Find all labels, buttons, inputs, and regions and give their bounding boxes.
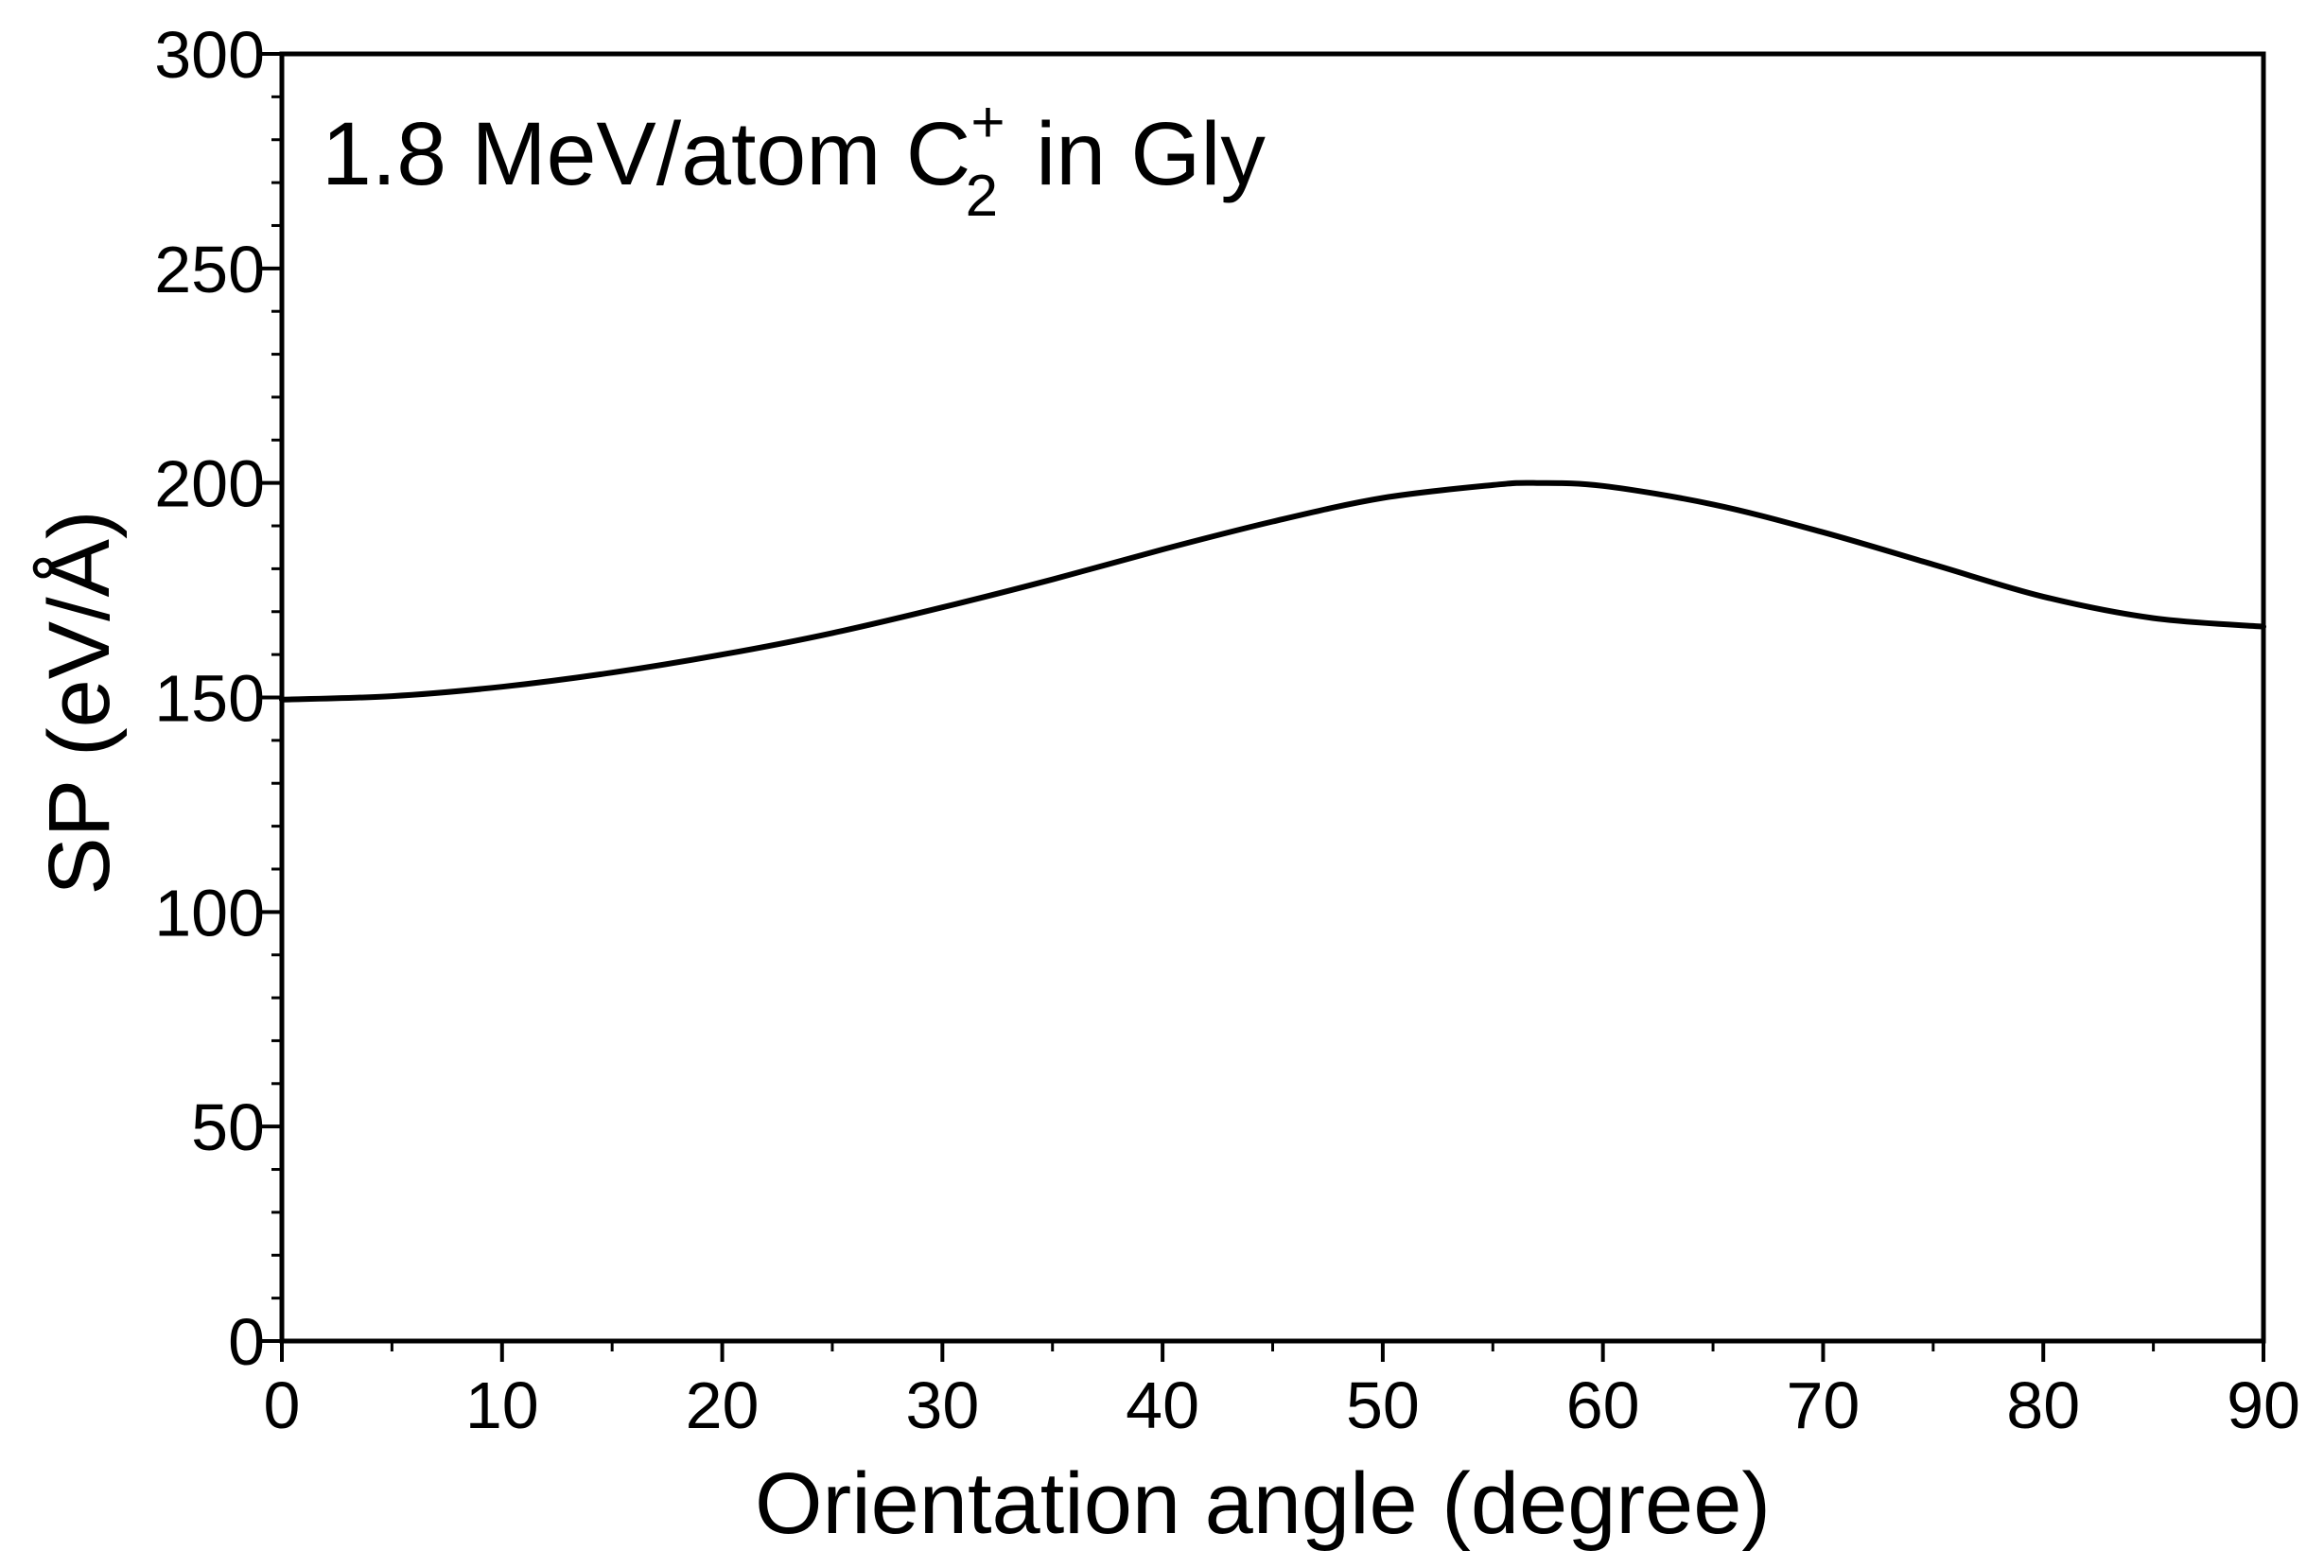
y-axis-title: SP (eV/Å) (31, 510, 128, 895)
x-tick-label: 40 (1126, 1368, 1199, 1442)
x-tick-label: 80 (2006, 1368, 2080, 1442)
annotation-superscript: + (970, 90, 1005, 155)
x-tick-label: 20 (686, 1368, 760, 1442)
major-ticks (261, 52, 2265, 1362)
tick-labels: 0 10 20 30 40 50 60 70 80 90 0 50 100 150 200 250 300 (154, 18, 2300, 1442)
annotation-prefix: 1.8 MeV/atom C (322, 104, 970, 204)
y-tick-label: 0 (228, 1305, 265, 1379)
plot-frame (279, 51, 2266, 1344)
y-tick-label: 150 (154, 662, 265, 736)
y-tick-label: 50 (191, 1090, 265, 1164)
x-tick-label: 60 (1566, 1368, 1640, 1442)
y-tick-label: 200 (154, 447, 265, 521)
series-line (279, 479, 2266, 703)
y-tick-label: 300 (154, 18, 265, 92)
x-tick-label: 70 (1787, 1368, 1861, 1442)
minor-ticks (271, 95, 2156, 1351)
annotation-suffix: in Gly (1036, 104, 1266, 204)
y-tick-label: 100 (154, 876, 265, 950)
x-tick-label: 10 (465, 1368, 539, 1442)
x-tick-label: 0 (264, 1368, 301, 1442)
x-tick-label: 30 (905, 1368, 979, 1442)
x-tick-label: 90 (2227, 1368, 2300, 1442)
y-tick-label: 250 (154, 233, 265, 306)
annotation-subscript: 2 (966, 164, 998, 229)
x-tick-label: 50 (1346, 1368, 1420, 1442)
x-axis-title: Orientation angle (degree) (755, 1455, 1771, 1552)
chart-annotation: 1.8 MeV/atom C+ 2 in Gly (322, 90, 1266, 229)
